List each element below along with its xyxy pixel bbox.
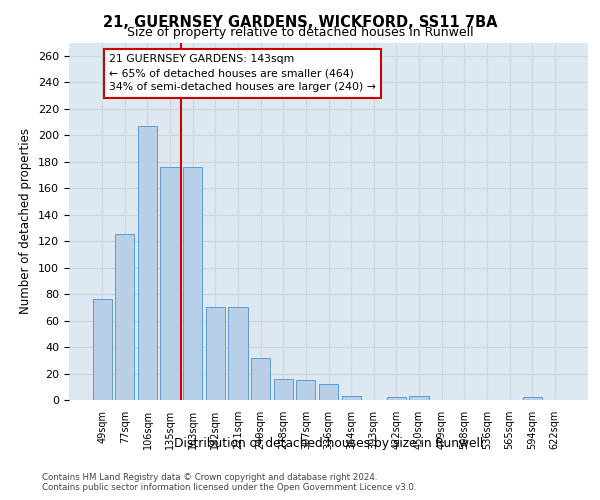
Text: Contains HM Land Registry data © Crown copyright and database right 2024.: Contains HM Land Registry data © Crown c…: [42, 472, 377, 482]
Bar: [115, 234, 134, 400]
Text: 21 GUERNSEY GARDENS: 143sqm
← 65% of detached houses are smaller (464)
34% of se: 21 GUERNSEY GARDENS: 143sqm ← 65% of det…: [109, 54, 376, 92]
Bar: [409, 396, 428, 400]
Text: Contains public sector information licensed under the Open Government Licence v3: Contains public sector information licen…: [42, 484, 416, 492]
Bar: [160, 167, 180, 400]
Bar: [206, 308, 225, 400]
Bar: [296, 380, 316, 400]
Bar: [523, 398, 542, 400]
Bar: [183, 167, 202, 400]
Bar: [319, 384, 338, 400]
Bar: [92, 300, 112, 400]
Bar: [251, 358, 270, 400]
Text: Distribution of detached houses by size in Runwell: Distribution of detached houses by size …: [174, 438, 484, 450]
Bar: [341, 396, 361, 400]
Text: 21, GUERNSEY GARDENS, WICKFORD, SS11 7BA: 21, GUERNSEY GARDENS, WICKFORD, SS11 7BA: [103, 15, 497, 30]
Y-axis label: Number of detached properties: Number of detached properties: [19, 128, 32, 314]
Bar: [274, 379, 293, 400]
Bar: [387, 398, 406, 400]
Bar: [229, 308, 248, 400]
Text: Size of property relative to detached houses in Runwell: Size of property relative to detached ho…: [127, 26, 473, 39]
Bar: [138, 126, 157, 400]
